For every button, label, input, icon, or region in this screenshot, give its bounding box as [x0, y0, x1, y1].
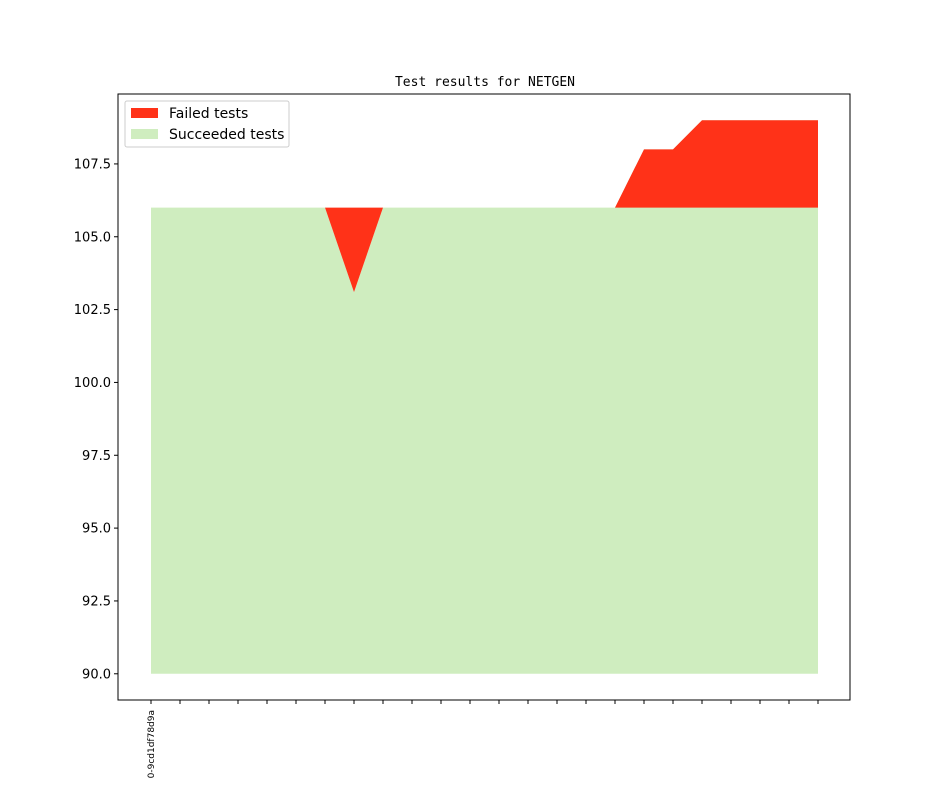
- y-tick-label: 92.5: [82, 594, 111, 609]
- y-tick-label: 105.0: [74, 230, 111, 245]
- y-tick-label: 102.5: [74, 303, 111, 318]
- axes-frame: [117, 93, 851, 701]
- legend-swatch-succeeded: [131, 129, 158, 139]
- failed-tests-area: [151, 120, 818, 293]
- legend-label-succeeded: Succeeded tests: [169, 127, 284, 143]
- legend-label-failed: Failed tests: [169, 106, 248, 122]
- legend-box: [124, 100, 290, 148]
- y-tick-label: 97.5: [82, 449, 111, 464]
- x-tick-label: 0-9cd1df78d9a: [147, 710, 157, 778]
- legend: Failed tests Succeeded tests: [124, 100, 290, 148]
- x-axis: 0-9cd1df78d9a: [147, 700, 819, 778]
- chart-title: Test results for NETGEN: [395, 75, 575, 90]
- y-tick-label: 90.0: [82, 667, 111, 682]
- y-tick-label: 95.0: [82, 522, 111, 537]
- succeeded-tests-area: [151, 120, 818, 674]
- y-tick-label: 107.5: [74, 157, 111, 172]
- y-tick-label: 100.0: [74, 376, 111, 391]
- y-axis: 90.0 92.5 95.0 97.5 100.0 102.5 105.0 107.5: [74, 157, 118, 682]
- legend-swatch-failed: [131, 108, 158, 118]
- plot-area: [151, 120, 818, 674]
